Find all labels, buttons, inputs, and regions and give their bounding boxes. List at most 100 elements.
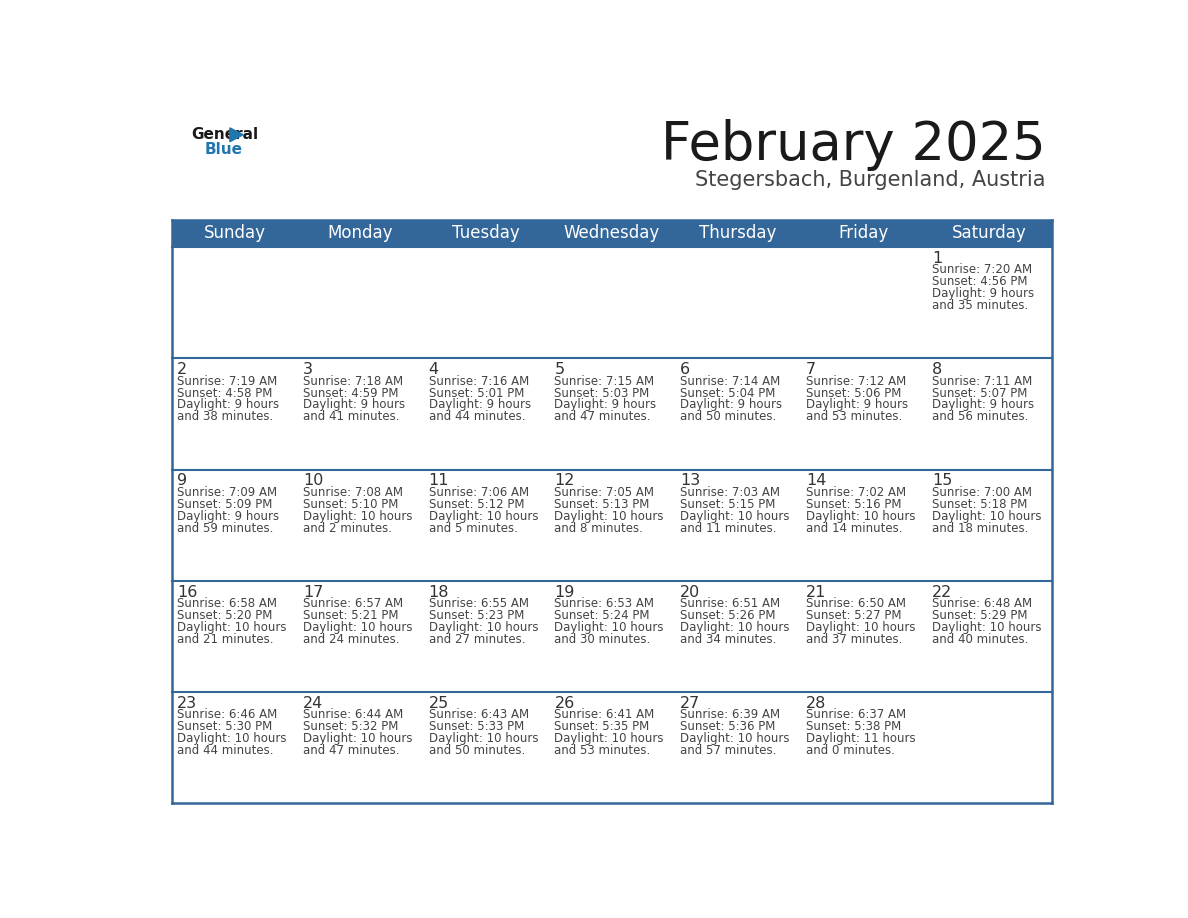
Text: Sunday: Sunday	[203, 224, 266, 242]
Text: Sunrise: 6:46 AM: Sunrise: 6:46 AM	[177, 708, 278, 722]
Bar	[801, 358, 927, 470]
Text: Sunrise: 6:57 AM: Sunrise: 6:57 AM	[303, 597, 403, 610]
Text: Daylight: 10 hours: Daylight: 10 hours	[177, 732, 286, 745]
Text: Sunset: 5:01 PM: Sunset: 5:01 PM	[429, 386, 524, 399]
Text: 19: 19	[555, 585, 575, 599]
Text: Sunrise: 6:39 AM: Sunrise: 6:39 AM	[681, 708, 781, 722]
Text: 18: 18	[429, 585, 449, 599]
Text: Tuesday: Tuesday	[453, 224, 520, 242]
Bar	[297, 581, 423, 692]
Text: Daylight: 10 hours: Daylight: 10 hours	[303, 621, 412, 633]
Text: Sunrise: 7:05 AM: Sunrise: 7:05 AM	[555, 486, 655, 498]
Bar	[549, 470, 675, 581]
Text: Daylight: 9 hours: Daylight: 9 hours	[931, 287, 1034, 300]
Text: Sunrise: 6:44 AM: Sunrise: 6:44 AM	[303, 708, 403, 722]
Text: 10: 10	[303, 474, 323, 488]
Text: Sunset: 5:32 PM: Sunset: 5:32 PM	[303, 720, 398, 733]
Bar	[675, 692, 801, 803]
Text: Daylight: 10 hours: Daylight: 10 hours	[805, 509, 916, 522]
Bar	[297, 692, 423, 803]
Text: and 18 minutes.: and 18 minutes.	[931, 521, 1028, 534]
Text: Daylight: 10 hours: Daylight: 10 hours	[177, 621, 286, 633]
Text: Sunrise: 7:19 AM: Sunrise: 7:19 AM	[177, 375, 278, 387]
Text: and 40 minutes.: and 40 minutes.	[931, 633, 1028, 645]
Bar	[675, 470, 801, 581]
Text: Sunset: 5:20 PM: Sunset: 5:20 PM	[177, 609, 272, 621]
Text: Sunset: 4:59 PM: Sunset: 4:59 PM	[303, 386, 398, 399]
Text: Sunrise: 6:43 AM: Sunrise: 6:43 AM	[429, 708, 529, 722]
Text: Sunrise: 7:08 AM: Sunrise: 7:08 AM	[303, 486, 403, 498]
Text: 3: 3	[303, 363, 312, 377]
Text: Sunset: 5:13 PM: Sunset: 5:13 PM	[555, 498, 650, 510]
Bar	[549, 581, 675, 692]
Bar	[801, 581, 927, 692]
Text: Sunrise: 7:20 AM: Sunrise: 7:20 AM	[931, 263, 1032, 276]
Text: Daylight: 10 hours: Daylight: 10 hours	[555, 732, 664, 745]
Text: Daylight: 9 hours: Daylight: 9 hours	[177, 509, 279, 522]
Text: 8: 8	[931, 363, 942, 377]
Text: 13: 13	[681, 474, 701, 488]
Text: Sunset: 5:07 PM: Sunset: 5:07 PM	[931, 386, 1028, 399]
Text: and 47 minutes.: and 47 minutes.	[303, 744, 399, 757]
Text: Sunrise: 7:18 AM: Sunrise: 7:18 AM	[303, 375, 403, 387]
Bar	[675, 581, 801, 692]
Text: Sunrise: 7:02 AM: Sunrise: 7:02 AM	[805, 486, 906, 498]
Text: 15: 15	[931, 474, 952, 488]
Bar	[675, 247, 801, 358]
Text: and 50 minutes.: and 50 minutes.	[681, 410, 777, 423]
Text: 28: 28	[805, 696, 827, 711]
Text: and 0 minutes.: and 0 minutes.	[805, 744, 895, 757]
Text: and 53 minutes.: and 53 minutes.	[555, 744, 651, 757]
Text: Daylight: 10 hours: Daylight: 10 hours	[303, 509, 412, 522]
Text: 26: 26	[555, 696, 575, 711]
Bar	[549, 247, 675, 358]
Text: Wednesday: Wednesday	[564, 224, 661, 242]
Text: 27: 27	[681, 696, 701, 711]
Text: Sunrise: 7:15 AM: Sunrise: 7:15 AM	[555, 375, 655, 387]
Text: Daylight: 11 hours: Daylight: 11 hours	[805, 732, 916, 745]
Text: Daylight: 9 hours: Daylight: 9 hours	[555, 398, 657, 411]
Text: Sunrise: 6:48 AM: Sunrise: 6:48 AM	[931, 597, 1032, 610]
Text: 9: 9	[177, 474, 188, 488]
Bar	[927, 470, 1053, 581]
Text: and 27 minutes.: and 27 minutes.	[429, 633, 525, 645]
Text: Daylight: 10 hours: Daylight: 10 hours	[555, 509, 664, 522]
Text: 4: 4	[429, 363, 438, 377]
Text: Sunset: 5:27 PM: Sunset: 5:27 PM	[805, 609, 902, 621]
Text: Sunrise: 6:50 AM: Sunrise: 6:50 AM	[805, 597, 906, 610]
Text: Sunrise: 7:11 AM: Sunrise: 7:11 AM	[931, 375, 1032, 387]
Text: and 30 minutes.: and 30 minutes.	[555, 633, 651, 645]
Text: Sunset: 5:23 PM: Sunset: 5:23 PM	[429, 609, 524, 621]
Bar	[297, 470, 423, 581]
Text: Sunrise: 7:00 AM: Sunrise: 7:00 AM	[931, 486, 1032, 498]
Text: and 14 minutes.: and 14 minutes.	[805, 521, 903, 534]
Bar	[801, 692, 927, 803]
Polygon shape	[229, 128, 244, 141]
Text: Daylight: 10 hours: Daylight: 10 hours	[681, 509, 790, 522]
Bar	[927, 692, 1053, 803]
Text: 22: 22	[931, 585, 952, 599]
Text: Sunset: 5:06 PM: Sunset: 5:06 PM	[805, 386, 902, 399]
Text: 12: 12	[555, 474, 575, 488]
Text: Sunset: 5:18 PM: Sunset: 5:18 PM	[931, 498, 1028, 510]
Text: Daylight: 10 hours: Daylight: 10 hours	[681, 732, 790, 745]
Text: Sunset: 5:24 PM: Sunset: 5:24 PM	[555, 609, 650, 621]
Text: Stegersbach, Burgenland, Austria: Stegersbach, Burgenland, Austria	[695, 170, 1045, 190]
Text: February 2025: February 2025	[662, 119, 1045, 172]
Text: Sunset: 5:36 PM: Sunset: 5:36 PM	[681, 720, 776, 733]
Bar	[423, 581, 549, 692]
Text: and 2 minutes.: and 2 minutes.	[303, 521, 392, 534]
Text: Sunrise: 7:06 AM: Sunrise: 7:06 AM	[429, 486, 529, 498]
Text: Friday: Friday	[839, 224, 889, 242]
Text: Sunset: 5:09 PM: Sunset: 5:09 PM	[177, 498, 272, 510]
Text: Sunset: 5:12 PM: Sunset: 5:12 PM	[429, 498, 524, 510]
Text: 17: 17	[303, 585, 323, 599]
Bar	[423, 470, 549, 581]
Text: Daylight: 10 hours: Daylight: 10 hours	[429, 732, 538, 745]
Text: 7: 7	[805, 363, 816, 377]
Text: Daylight: 10 hours: Daylight: 10 hours	[429, 621, 538, 633]
Bar	[549, 358, 675, 470]
Text: Daylight: 10 hours: Daylight: 10 hours	[681, 621, 790, 633]
Text: Sunrise: 6:53 AM: Sunrise: 6:53 AM	[555, 597, 655, 610]
Text: Sunset: 5:35 PM: Sunset: 5:35 PM	[555, 720, 650, 733]
